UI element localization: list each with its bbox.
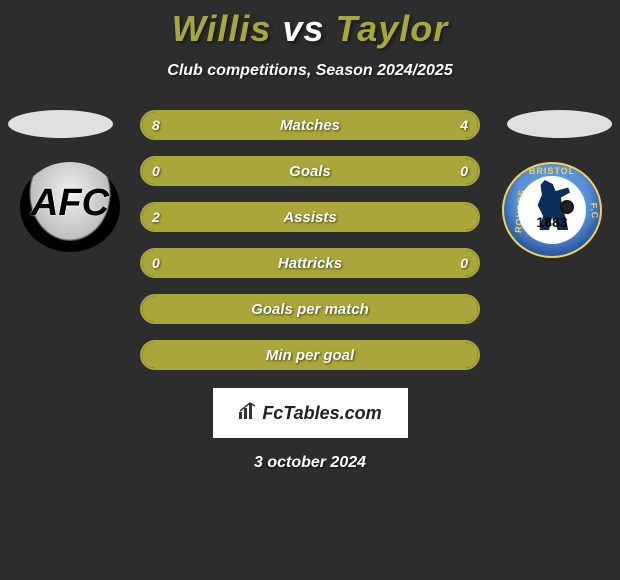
stat-row: Goals per match [140, 294, 480, 324]
stat-row: Min per goal [140, 340, 480, 370]
stat-row: 0 0 Goals [140, 156, 480, 186]
stats-area: AFC BRISTOL ROVERS F.C 1883 8 4 Matches 0 0 G… [0, 110, 620, 370]
player2-ellipse [507, 110, 612, 138]
page-title: Willis vs Taylor [0, 8, 620, 50]
stat-value-left: 2 [152, 209, 160, 225]
vs-separator: vs [282, 8, 324, 49]
badge-arc-right: F.C [588, 203, 599, 220]
player2-club-badge: BRISTOL ROVERS F.C 1883 [502, 162, 602, 258]
stat-label: Matches [280, 117, 340, 134]
stat-value-right: 0 [460, 163, 468, 179]
player2-name: Taylor [336, 8, 449, 49]
badge-year: 1883 [536, 214, 567, 230]
badge-arc-top: BRISTOL [529, 166, 575, 176]
footer-brand-text: FcTables.com [262, 403, 381, 424]
ball-icon [560, 200, 574, 214]
stat-value-left: 0 [152, 255, 160, 271]
badge-inner-circle: 1883 [518, 176, 586, 244]
stat-label: Goals [289, 163, 331, 180]
player1-ellipse [8, 110, 113, 138]
stat-value-right: 4 [460, 117, 468, 133]
stat-value-left: 0 [152, 163, 160, 179]
stat-label: Min per goal [266, 347, 354, 364]
bar-chart-icon [238, 402, 258, 425]
player1-club-badge: AFC [20, 162, 120, 252]
stat-value-left: 8 [152, 117, 160, 133]
badge-left-text: AFC [31, 182, 109, 225]
subtitle: Club competitions, Season 2024/2025 [0, 62, 620, 80]
player1-name: Willis [172, 8, 272, 49]
stat-label: Goals per match [251, 301, 369, 318]
stat-row: 0 0 Hattricks [140, 248, 480, 278]
stat-row: 2 Assists [140, 202, 480, 232]
stat-value-right: 0 [460, 255, 468, 271]
stat-row: 8 4 Matches [140, 110, 480, 140]
footer-brand-box: FcTables.com [213, 388, 408, 438]
date-text: 3 october 2024 [0, 454, 620, 472]
stat-rows-container: 8 4 Matches 0 0 Goals 2 Assists 0 0 Hattricks Goals… [140, 110, 480, 370]
stat-label: Assists [283, 209, 336, 226]
comparison-widget: Willis vs Taylor Club competitions, Seas… [0, 0, 620, 580]
stat-label: Hattricks [278, 255, 342, 272]
